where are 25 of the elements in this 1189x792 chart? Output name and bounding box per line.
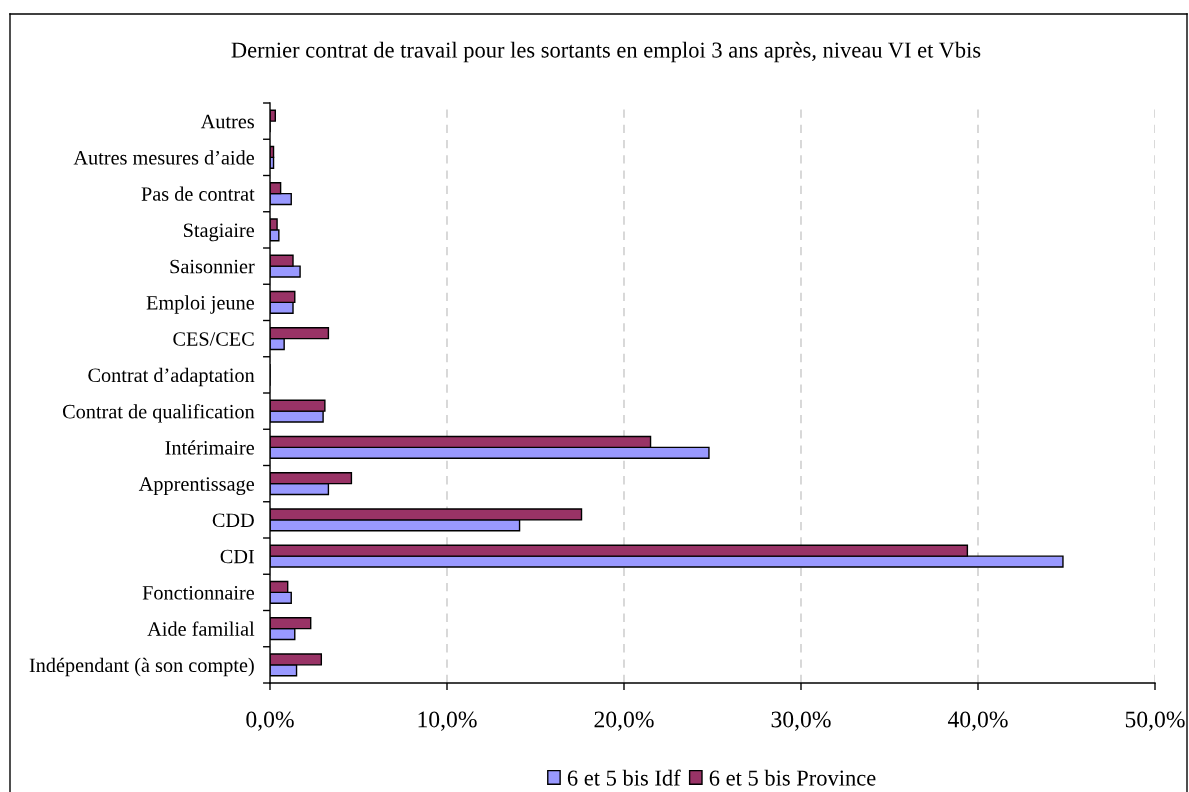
y-tick-label: Pas de contrat — [141, 186, 255, 201]
y-tick-label: Apprentissage — [138, 477, 255, 496]
y-tick-label: CDI — [220, 549, 255, 564]
chart-title: Dernier contrat de travail pour les sortants en emploi 3 ans après, niveau VI et Vbis — [231, 41, 981, 63]
y-tick-label: Saisonnier — [170, 259, 255, 274]
x-tick-label: 10,0% — [418, 711, 477, 731]
y-tick-label: Fonctionnaire — [142, 585, 255, 600]
y-tick-label: Indépendant (à son compte) — [29, 657, 254, 677]
x-tick-label: 20,0% — [594, 711, 654, 731]
y-tick-label: Aide familial — [147, 621, 255, 636]
y-tick-label: Intérimaire — [165, 440, 255, 455]
y-tick-label: Contrat d’adaptation — [88, 367, 255, 387]
y-tick-label: Autres — [200, 114, 254, 129]
x-tick-label: 0,0% — [246, 711, 294, 731]
y-tick-label: Contrat de qualification — [62, 403, 255, 423]
x-tick-label: 30,0% — [771, 711, 831, 731]
y-tick-label: Emploi jeune — [146, 295, 255, 314]
x-tick-label: 50,0% — [1125, 711, 1185, 731]
y-tick-label: CDD — [212, 513, 254, 528]
y-tick-label: Stagiaire — [184, 223, 255, 242]
y-tick-label: Autres mesures d’aide — [73, 150, 255, 165]
x-tick-label: 40,0% — [947, 711, 1008, 731]
legend-label: 6 et 5 bis Idf — [567, 769, 681, 786]
legend-label: 6 et 5 bis Province — [709, 769, 876, 786]
y-tick-label: CES/CEC — [173, 332, 254, 346]
